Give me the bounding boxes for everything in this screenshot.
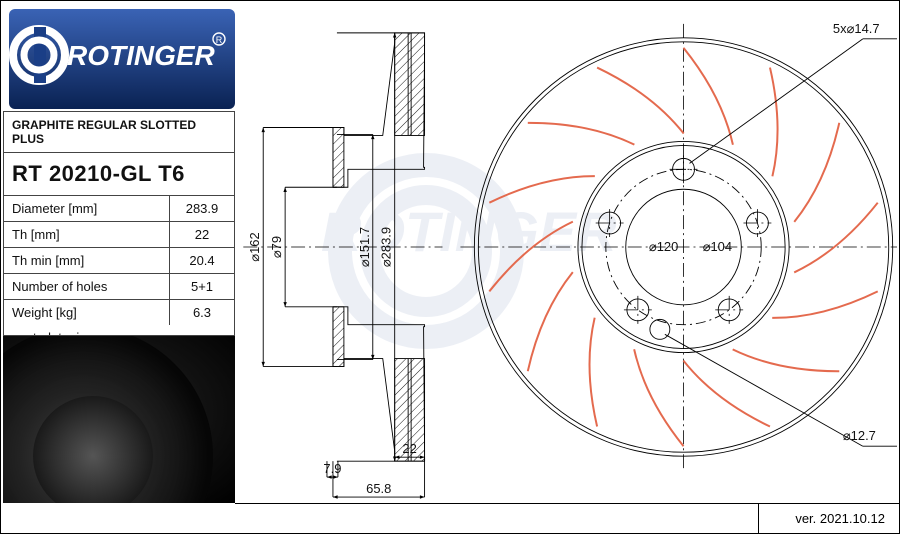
spec-table: GRAPHITE REGULAR SLOTTED PLUS RT 20210-G…	[3, 111, 235, 366]
product-photo	[3, 335, 235, 503]
svg-text:⌀162: ⌀162	[247, 232, 262, 261]
svg-text:7.9: 7.9	[323, 461, 341, 476]
part-number: RT 20210-GL T6	[4, 153, 234, 196]
version-value: 2021.10.12	[820, 511, 885, 526]
spec-value: 5+1	[170, 274, 234, 299]
brand-logo: ROTINGER R	[9, 9, 235, 109]
spec-row: Th min [mm]20.4	[4, 248, 234, 274]
spec-label: Th min [mm]	[4, 248, 170, 273]
svg-text:⌀79: ⌀79	[269, 236, 284, 258]
spec-label: Weight [kg]	[4, 300, 170, 325]
brand-text: ROTINGER	[67, 40, 216, 71]
svg-text:R: R	[216, 35, 223, 45]
technical-drawing: ⌀79 ⌀162 ⌀151.7 ⌀283.9 7.9 22 65.8 ⌀120 ⌀104 5x⌀1…	[237, 3, 897, 501]
spec-value: 6.3	[170, 300, 234, 325]
spec-value: 283.9	[170, 196, 234, 221]
spec-row: Number of holes5+1	[4, 274, 234, 300]
spec-value: 20.4	[170, 248, 234, 273]
svg-text:⌀12.7: ⌀12.7	[843, 428, 876, 443]
spec-row: Weight [kg]6.3	[4, 300, 234, 325]
svg-text:⌀151.7: ⌀151.7	[357, 227, 372, 267]
spec-label: Diameter [mm]	[4, 196, 170, 221]
version-strip: ver. 2021.10.12	[235, 503, 899, 533]
spec-label: Number of holes	[4, 274, 170, 299]
spec-header: GRAPHITE REGULAR SLOTTED PLUS	[4, 112, 234, 153]
svg-text:⌀120: ⌀120	[649, 239, 678, 254]
svg-text:22: 22	[402, 441, 416, 456]
spec-value: 22	[170, 222, 234, 247]
spec-label: Th [mm]	[4, 222, 170, 247]
spec-row: Diameter [mm]283.9	[4, 196, 234, 222]
page-frame: ROTINGER ROTINGER R GRAPHITE REGULAR SLO	[0, 0, 900, 534]
spec-row: Th [mm]22	[4, 222, 234, 248]
svg-text:⌀283.9: ⌀283.9	[379, 227, 394, 267]
version-prefix: ver.	[795, 511, 816, 526]
svg-text:5x⌀14.7: 5x⌀14.7	[833, 21, 880, 36]
svg-text:⌀104: ⌀104	[703, 239, 732, 254]
svg-text:65.8: 65.8	[366, 481, 391, 496]
